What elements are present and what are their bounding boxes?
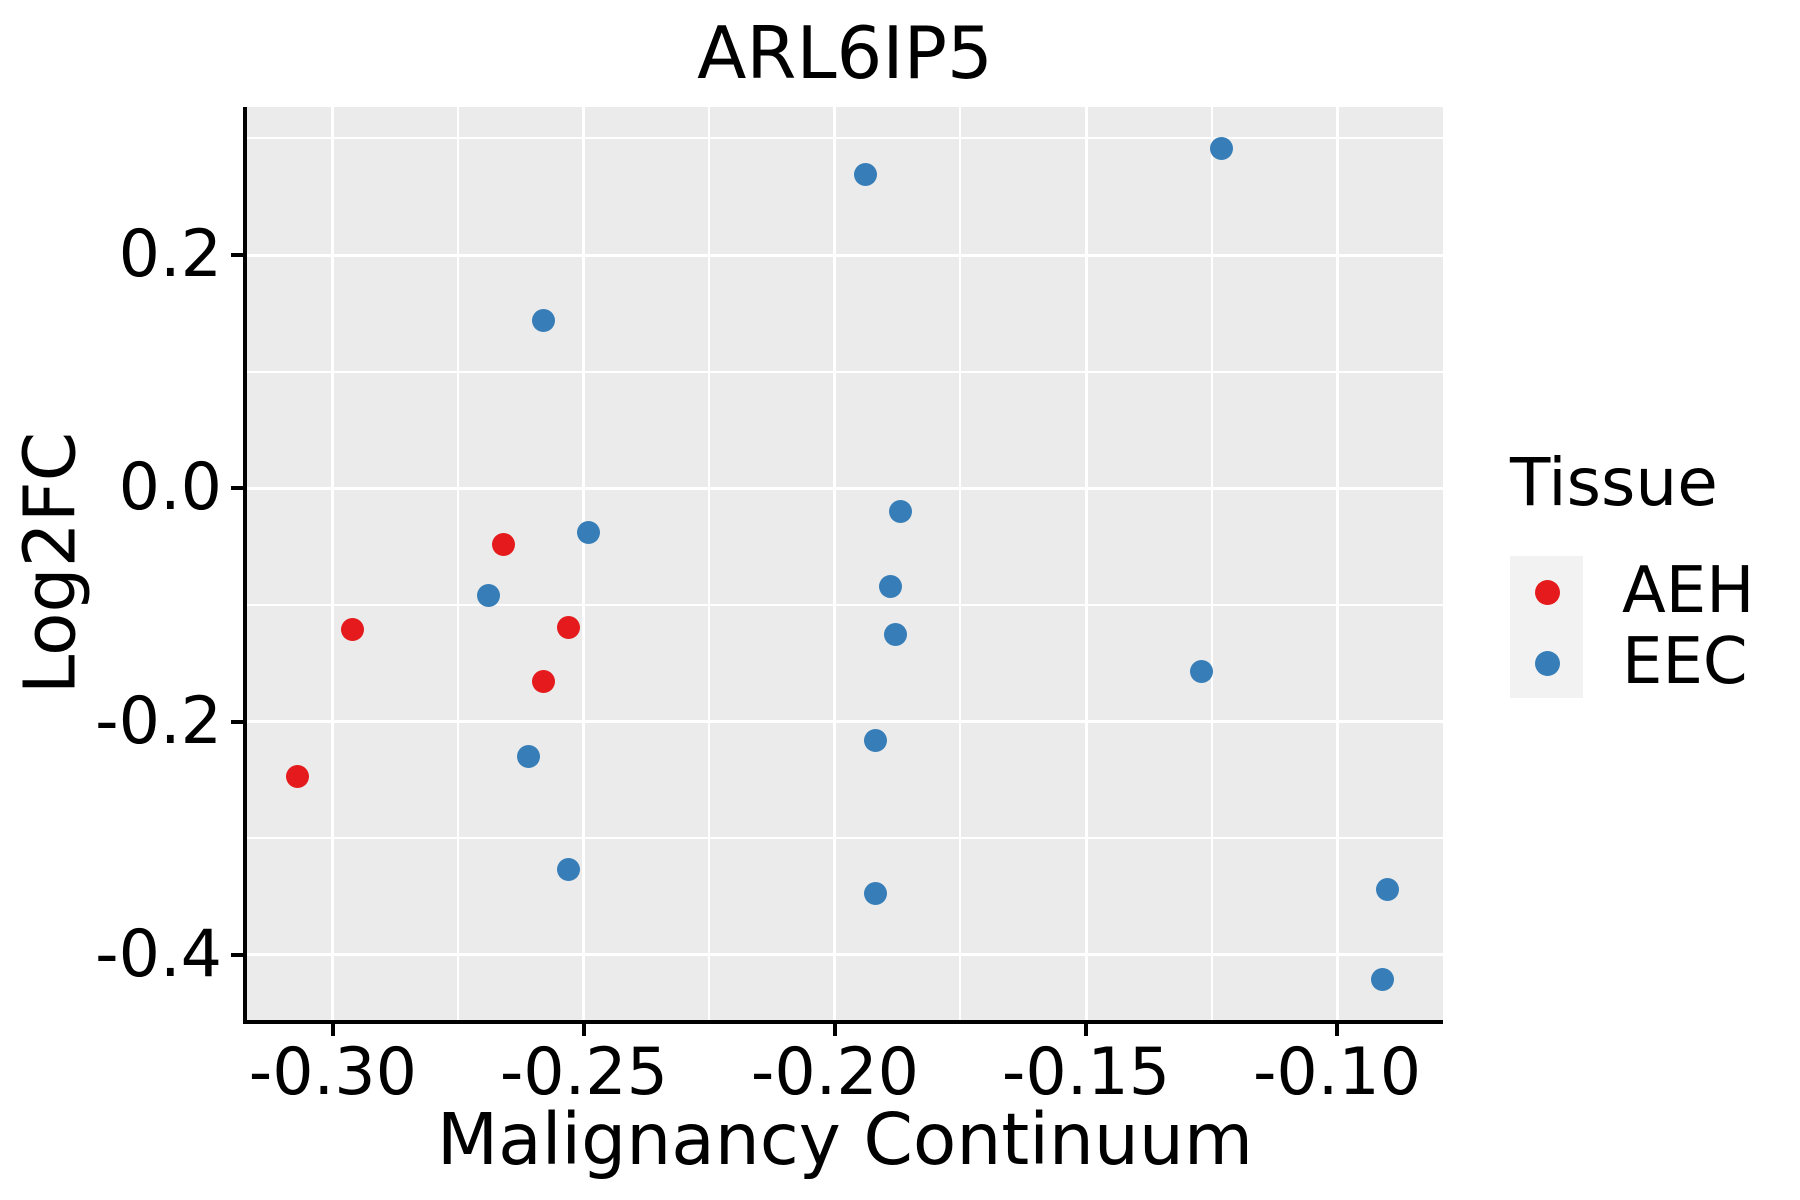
minor-gridline-vertical xyxy=(1210,107,1213,1020)
y-tick-mark xyxy=(231,719,243,724)
major-gridline-horizontal xyxy=(247,720,1443,724)
y-axis-title: Log2FC xyxy=(8,431,92,695)
x-tick-mark xyxy=(1335,1024,1340,1036)
minor-gridline-horizontal xyxy=(247,837,1443,840)
plot-panel xyxy=(247,107,1443,1020)
data-point-eec xyxy=(577,521,601,545)
y-tick-mark xyxy=(231,253,243,258)
minor-gridline-vertical xyxy=(959,107,962,1020)
legend-label: EEC xyxy=(1622,625,1748,699)
legend-label: AEH xyxy=(1622,554,1755,628)
data-point-eec xyxy=(1375,878,1399,902)
y-tick-label: 0.2 xyxy=(118,217,222,293)
minor-gridline-horizontal xyxy=(247,137,1443,140)
major-gridline-horizontal xyxy=(247,486,1443,490)
x-tick-label: -0.30 xyxy=(248,1035,417,1110)
data-point-aeh xyxy=(286,764,310,788)
x-tick-label: -0.15 xyxy=(1001,1035,1171,1110)
data-point-aeh xyxy=(557,615,581,639)
legend-items: AEH EEC xyxy=(1510,556,1800,698)
major-gridline-vertical xyxy=(331,107,335,1020)
data-point-eec xyxy=(883,622,907,646)
legend-dot-aeh xyxy=(1535,580,1560,605)
major-gridline-vertical xyxy=(1335,107,1339,1020)
major-gridline-horizontal xyxy=(247,253,1443,257)
y-tick-mark xyxy=(231,952,243,957)
x-tick-label: -0.10 xyxy=(1252,1035,1422,1110)
data-point-eec xyxy=(853,163,877,187)
legend: Tissue AEH EEC xyxy=(1510,450,1800,698)
data-point-eec xyxy=(1370,967,1394,991)
data-point-eec xyxy=(477,584,500,608)
data-point-eec xyxy=(863,881,887,905)
legend-title: Tissue xyxy=(1510,444,1718,521)
x-tick-mark xyxy=(330,1024,335,1036)
y-tick-label: -0.4 xyxy=(95,916,222,992)
data-point-eec xyxy=(888,500,912,524)
x-tick-mark xyxy=(1084,1024,1088,1036)
major-gridline-vertical xyxy=(833,107,837,1020)
plot-title: ARL6IP5 xyxy=(697,11,993,95)
x-tick-mark xyxy=(832,1024,837,1036)
y-tick-label: -0.2 xyxy=(95,683,222,759)
data-point-eec xyxy=(878,574,902,598)
y-tick-label: 0.0 xyxy=(118,450,222,526)
major-gridline-vertical xyxy=(582,107,586,1020)
data-point-aeh xyxy=(532,670,556,694)
legend-key-background xyxy=(1510,556,1583,627)
data-point-eec xyxy=(863,728,887,752)
legend-item-aeh: AEH xyxy=(1510,556,1800,627)
data-point-eec xyxy=(1210,137,1234,161)
minor-gridline-vertical xyxy=(708,107,711,1020)
x-axis-title: Malignancy Continuum xyxy=(436,1098,1254,1181)
x-tick-label: -0.25 xyxy=(499,1035,668,1110)
minor-gridline-vertical xyxy=(457,107,460,1020)
x-tick-label: -0.20 xyxy=(750,1035,920,1110)
y-tick-mark xyxy=(231,486,243,491)
data-point-eec xyxy=(557,858,581,882)
major-gridline-vertical xyxy=(1084,107,1088,1020)
minor-gridline-horizontal xyxy=(247,370,1443,373)
data-point-aeh xyxy=(492,532,516,556)
data-point-eec xyxy=(1189,659,1213,683)
minor-gridline-horizontal xyxy=(247,603,1443,606)
x-axis-line xyxy=(243,1020,1443,1024)
data-point-eec xyxy=(532,308,556,332)
data-point-aeh xyxy=(341,617,365,641)
x-tick-mark xyxy=(581,1024,586,1036)
legend-key-background xyxy=(1510,627,1583,698)
y-axis-line xyxy=(243,107,247,1024)
legend-dot-eec xyxy=(1535,651,1560,676)
legend-item-eec: EEC xyxy=(1510,627,1800,698)
data-point-eec xyxy=(517,745,541,769)
major-gridline-horizontal xyxy=(247,953,1443,957)
